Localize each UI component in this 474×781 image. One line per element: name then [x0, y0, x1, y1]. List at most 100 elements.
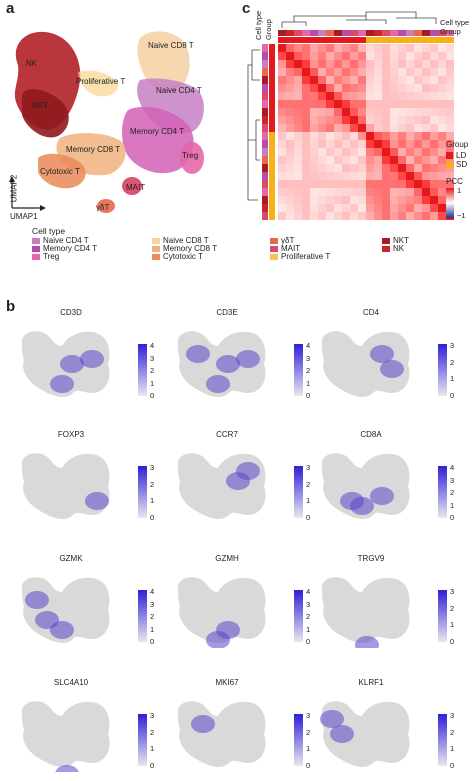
heatmap-cell: [382, 132, 390, 140]
heatmap-cell: [350, 44, 358, 52]
heatmap-cell: [310, 76, 318, 84]
heatmap-cell: [334, 212, 342, 220]
umap-cell-type-plot: Naive CD8 T NK Proliferative T Naive CD4…: [9, 31, 204, 213]
expression-hotspot: [85, 492, 109, 510]
heatmap-cell: [422, 52, 430, 60]
heatmap-cell: [382, 116, 390, 124]
colorbar-tick: 0: [306, 761, 311, 770]
heatmap-cell: [406, 68, 414, 76]
heatmap-cell: [430, 124, 438, 132]
colorbar-tick: 2: [306, 612, 311, 621]
row-celltype-cell: [262, 92, 268, 100]
heatmap-cell: [326, 180, 334, 188]
colorbar-tick: 1: [150, 624, 155, 634]
row-label-celltype: Cell type: [254, 10, 263, 40]
heatmap-cell: [430, 68, 438, 76]
heatmap-cell: [406, 140, 414, 148]
colorbar-tick: 2: [150, 366, 155, 375]
heatmap-cell: [286, 212, 294, 220]
heatmap-cell: [398, 108, 406, 116]
heatmap-cell: [406, 212, 414, 220]
heatmap-cell: [342, 164, 350, 172]
heatmap-cell: [278, 60, 286, 68]
col-celltype-cell: [414, 30, 422, 36]
heatmap-cell: [278, 196, 286, 204]
heatmap-cell: [294, 100, 302, 108]
gene-title: GZMH: [215, 554, 239, 563]
heatmap-cell: [438, 116, 446, 124]
heatmap-cell: [406, 92, 414, 100]
heatmap-cell: [278, 100, 286, 108]
heatmap-cell: [326, 116, 334, 124]
heatmap-cell: [302, 100, 310, 108]
heatmap-cell: [310, 52, 318, 60]
col-celltype-cell: [318, 30, 326, 36]
heatmap-cell: [366, 140, 374, 148]
row-celltype-cell: [262, 156, 268, 164]
heatmap-cell: [390, 100, 398, 108]
heatmap-cell: [446, 108, 454, 116]
heatmap-cell: [366, 60, 374, 68]
heatmap-cell: [438, 44, 446, 52]
heatmap-cell: [406, 100, 414, 108]
heatmap-cell: [286, 100, 294, 108]
heatmap-cell: [294, 52, 302, 60]
col-group-cell: [358, 37, 366, 43]
heatmap-cell: [302, 68, 310, 76]
heatmap-cell: [374, 44, 382, 52]
heatmap-cell: [438, 108, 446, 116]
heatmap-cell: [350, 204, 358, 212]
heatmap-cell: [430, 100, 438, 108]
heatmap-cell: [446, 52, 454, 60]
heatmap-cell: [350, 100, 358, 108]
heatmap-cell: [374, 188, 382, 196]
heatmap-cell: [358, 52, 366, 60]
pcc-legend-title: PCC: [446, 177, 463, 186]
heatmap-cell: [334, 124, 342, 132]
heatmap-cell: [422, 140, 430, 148]
gene-title: CD4: [362, 308, 379, 317]
expression-hotspot: [226, 472, 250, 490]
heatmap-cell: [430, 164, 438, 172]
heatmap-cell: [286, 52, 294, 60]
heatmap-cell: [334, 148, 342, 156]
heatmap-cell: [350, 124, 358, 132]
col-celltype-cell: [398, 30, 406, 36]
col-group-cell: [446, 37, 454, 43]
col-group-cell: [414, 37, 422, 43]
heatmap-cell: [374, 212, 382, 220]
colorbar-tick: 0: [150, 391, 155, 400]
row-celltype-cell: [262, 68, 268, 76]
heatmap-cell: [318, 204, 326, 212]
heatmap-cell: [422, 124, 430, 132]
col-group-cell: [326, 37, 334, 43]
row-celltype-cell: [262, 140, 268, 148]
heatmap-cell: [302, 108, 310, 116]
legend-item: Proliferative T: [270, 252, 330, 261]
heatmap-cell: [382, 156, 390, 164]
expression-hotspot: [55, 765, 79, 772]
heatmap-cell: [318, 132, 326, 140]
heatmap-cell: [430, 76, 438, 84]
legend-item: NK: [382, 244, 404, 253]
heatmap-cell: [414, 60, 422, 68]
cluster-memory-cd4-region: [122, 106, 194, 174]
heatmap-cell: [326, 188, 334, 196]
heatmap-cell: [382, 204, 390, 212]
cluster-label-gdt: γδT: [96, 203, 109, 212]
heatmap-cell: [302, 212, 310, 220]
col-group-cell: [382, 37, 390, 43]
heatmap-cell: [350, 164, 358, 172]
heatmap-cell: [302, 196, 310, 204]
expression-colorbar: [438, 344, 447, 396]
heatmap-cell: [342, 140, 350, 148]
heatmap-cell: [334, 44, 342, 52]
heatmap-cell: [334, 204, 342, 212]
heatmap-cell: [286, 116, 294, 124]
heatmap-cell: [398, 44, 406, 52]
heatmap-cell: [278, 212, 286, 220]
colorbar-tick: 2: [306, 479, 311, 489]
heatmap-cell: [422, 164, 430, 172]
row-celltype-cell: [262, 116, 268, 124]
heatmap-cell: [438, 76, 446, 84]
